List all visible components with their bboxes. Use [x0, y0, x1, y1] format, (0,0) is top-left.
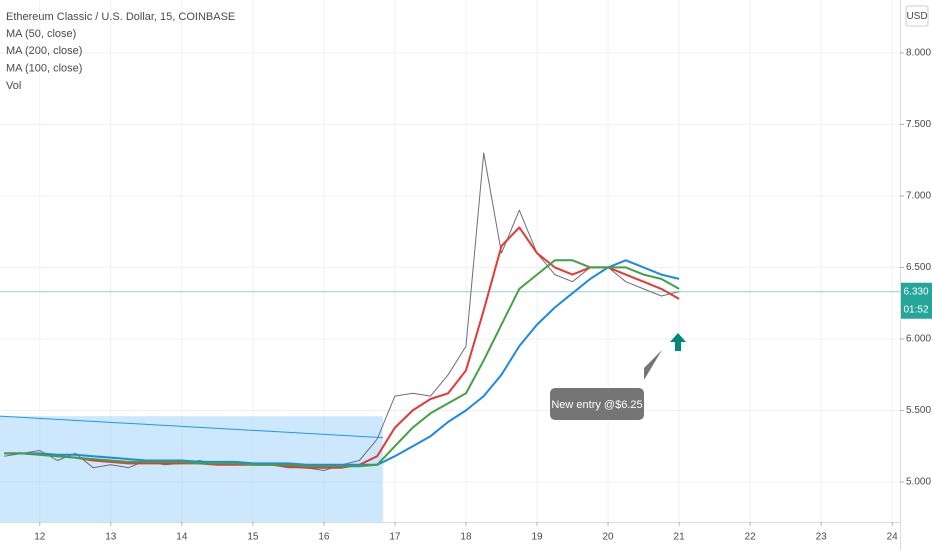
currency-box[interactable] — [905, 5, 929, 27]
x-tick-label: 13 — [105, 532, 117, 543]
y-tick-label: 7.000 — [906, 191, 931, 202]
chart-title: Ethereum Classic / U.S. Dollar, 15, COIN… — [6, 11, 235, 23]
legend-entry: MA (50, close) — [6, 28, 76, 40]
y-tick-label: 5.500 — [906, 405, 931, 416]
x-tick-label: 23 — [816, 532, 828, 543]
callout — [550, 350, 662, 420]
x-tick-label: 12 — [34, 532, 46, 543]
legend-entry: MA (200, close) — [6, 45, 82, 57]
x-tick-label: 22 — [745, 532, 757, 543]
legend-entry: MA (100, close) — [6, 63, 82, 75]
x-tick-label: 17 — [389, 532, 401, 543]
last-price-label: 6.330 — [903, 286, 928, 297]
y-tick-label: 6.500 — [906, 262, 931, 273]
x-tick-label: 14 — [176, 532, 188, 543]
y-tick-label: 8.000 — [906, 48, 931, 59]
currency[interactable]: USD — [906, 11, 927, 22]
last-price-box — [901, 282, 932, 319]
ma-line — [4, 259, 680, 468]
annotation-text: New entry @$6.25 — [551, 399, 642, 411]
x-tick-label: 20 — [602, 532, 614, 543]
x-tick-label: 19 — [531, 532, 543, 543]
countdown: 01:52 — [903, 304, 928, 315]
y-tick-label: 5.000 — [906, 477, 931, 488]
ma-line — [4, 259, 680, 466]
legend-volume: Vol — [6, 80, 21, 92]
arrow-up — [670, 333, 686, 351]
annotation: New entry @$6.25 — [550, 333, 686, 420]
trendline — [0, 415, 383, 439]
x-tick-label: 24 — [887, 532, 899, 543]
y-tick-label: 7.500 — [906, 119, 931, 130]
range-box — [0, 416, 383, 522]
x-tick-label: 21 — [674, 532, 686, 543]
x-tick-label: 15 — [247, 532, 259, 543]
x-tick-label: 16 — [318, 532, 330, 543]
y-tick-label: 6.000 — [906, 334, 931, 345]
ma-line — [4, 226, 680, 469]
x-tick-label: 18 — [460, 532, 472, 543]
